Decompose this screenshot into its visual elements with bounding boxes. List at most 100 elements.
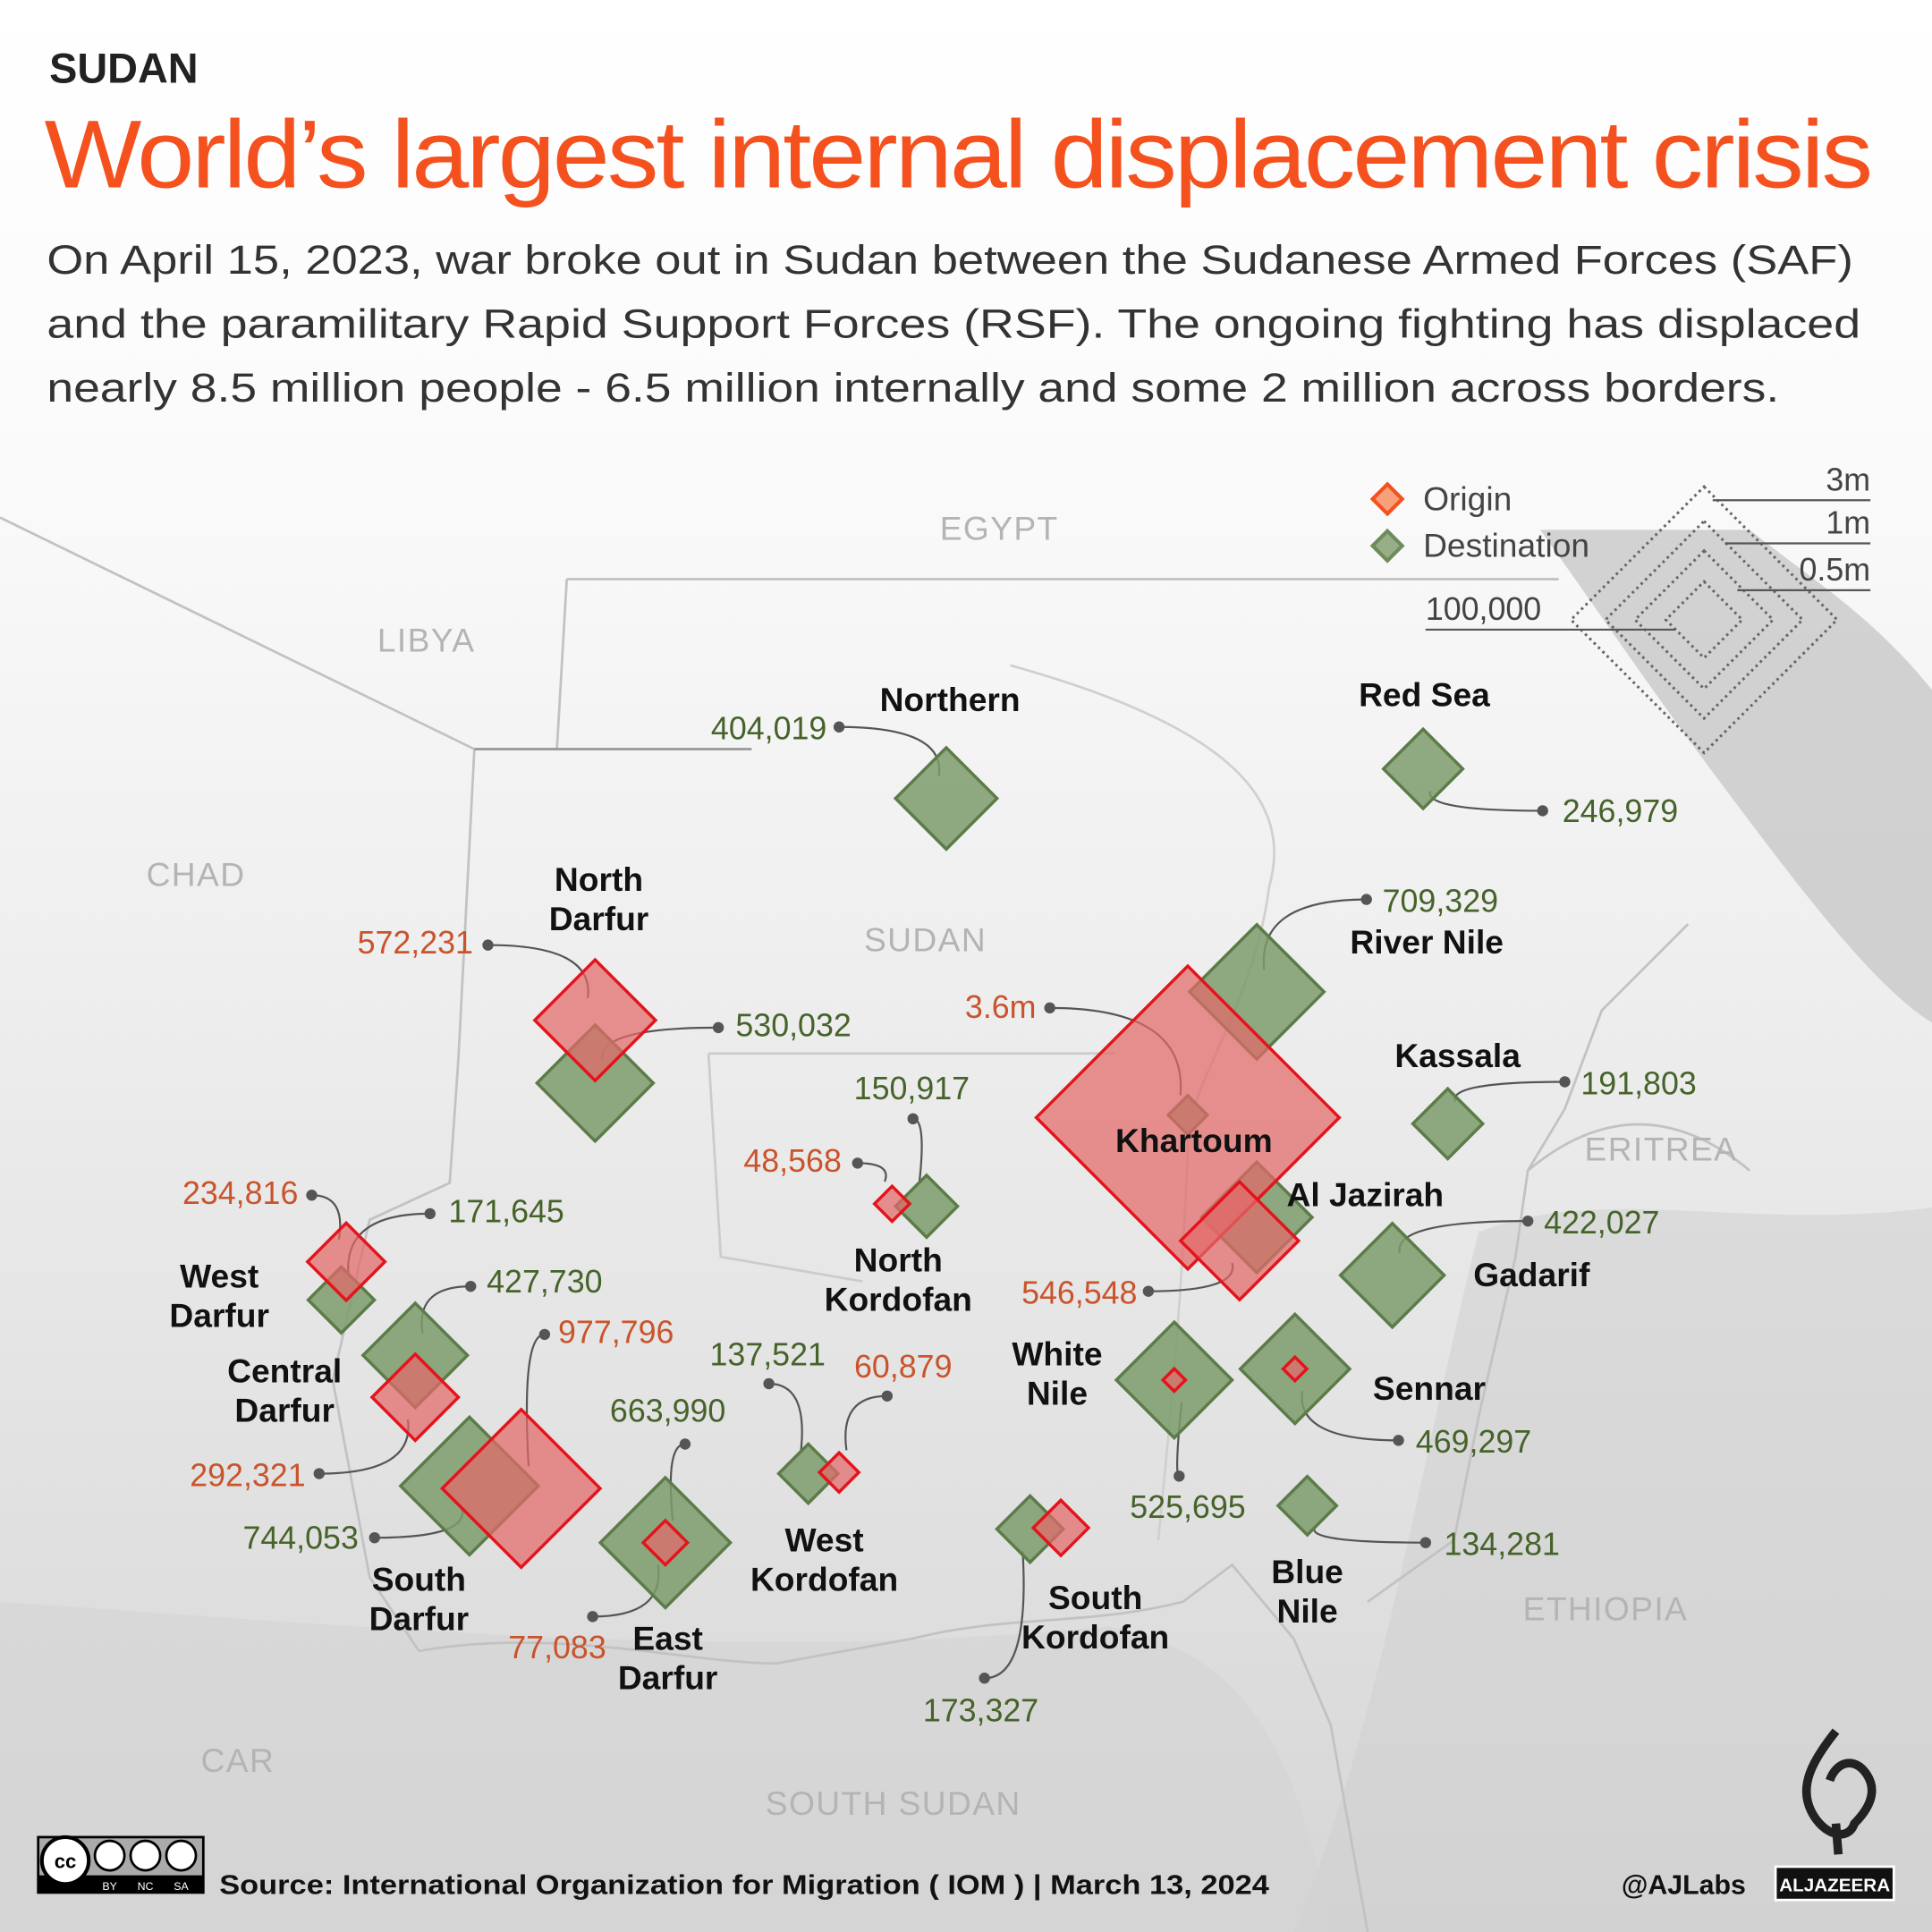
destination-marker-north-darfur[interactable] (534, 1022, 656, 1144)
ajlabs-handle[interactable]: @AJLabs (1622, 1870, 1746, 1900)
region-name-south-kordofan: South Kordofan (1021, 1579, 1169, 1656)
region-name-line: West (784, 1521, 863, 1558)
destination-value-west-darfur: 171,645 (448, 1194, 564, 1230)
region-name-west-kordofan: West Kordofan (750, 1521, 898, 1597)
cc-icon (39, 1835, 91, 1886)
destination-marker-west-darfur[interactable] (306, 1264, 377, 1335)
leader-line (844, 1394, 887, 1451)
sa-icon (165, 1839, 198, 1872)
destination-value-kassala: 191,803 (1580, 1065, 1696, 1101)
leader-line (857, 1162, 887, 1182)
origin-value-al-jazirah: 546,548 (1021, 1275, 1137, 1310)
svg-text:cc: cc (55, 1850, 77, 1872)
origin-marker-north-darfur[interactable] (532, 957, 658, 1083)
region-name-line: Darfur (549, 900, 649, 937)
origin-value-east-darfur: 77,083 (508, 1630, 606, 1665)
destination-value-north-darfur: 530,032 (735, 1008, 851, 1044)
region-name-line: Khartoum (1115, 1122, 1273, 1159)
origin-legend-icon (1369, 481, 1405, 517)
intro-line-1: On April 15, 2023, war broke out in Suda… (47, 237, 1852, 283)
region-name-river-nile: River Nile (1350, 923, 1504, 961)
region-name-line: South (372, 1560, 466, 1597)
destination-value-white-nile: 525,695 (1130, 1489, 1245, 1525)
region-name-line: Darfur (369, 1600, 470, 1638)
destination-value-northern: 404,019 (711, 711, 826, 747)
origin-marker-white-nile[interactable] (1160, 1366, 1188, 1394)
region-name-central-darfur: Central Darfur (227, 1352, 342, 1429)
by-label: BY (102, 1880, 117, 1893)
region-name-east-darfur: East Darfur (618, 1620, 718, 1697)
region-name-line: Al Jazirah (1286, 1176, 1444, 1214)
region-name-line: Nile (1276, 1592, 1337, 1630)
origin-marker-east-darfur[interactable] (640, 1518, 691, 1567)
origin-marker-south-kordofan[interactable] (1030, 1497, 1091, 1558)
legend: Origin Destination 3m 1m 0.5m 100,000 (1369, 462, 1871, 755)
border-ethiopia (1367, 923, 1690, 1603)
destination-value-gadarif: 422,027 (1544, 1205, 1659, 1241)
map-base (0, 516, 1932, 1932)
country-label-eritrea: ERITREA (1585, 1131, 1738, 1168)
region-name-line: Darfur (234, 1392, 335, 1429)
destination-marker-north-kordofan[interactable] (893, 1173, 961, 1240)
origin-value-central-darfur: 292,321 (190, 1457, 305, 1493)
border-chad (331, 749, 476, 1652)
region-name-line: White (1012, 1335, 1102, 1372)
region-name-line: Kordofan (750, 1560, 898, 1597)
destination-value-south-darfur: 744,053 (242, 1521, 358, 1556)
destination-value-sennar: 469,297 (1416, 1424, 1531, 1460)
region-name-line: Kassala (1394, 1037, 1521, 1074)
country-label-car: CAR (201, 1741, 275, 1779)
page-title: World’s largest internal displacement cr… (45, 100, 1871, 208)
country-label-south-sudan: SOUTH SUDAN (766, 1784, 1021, 1822)
origin-value-north-darfur: 572,231 (358, 925, 473, 961)
country-labels: EGYPT LIBYA CHAD SUDAN ERITREA ETHIOPIA CAR SOU… (147, 509, 1738, 1822)
destination-marker-gadarif[interactable] (1338, 1221, 1447, 1330)
scale-label: 0.5m (1800, 552, 1871, 588)
scale-diamond (1664, 580, 1745, 660)
region-name-khartoum: Khartoum (1115, 1122, 1273, 1159)
origin-value-north-kordofan: 48,568 (743, 1143, 842, 1179)
destination-value-west-kordofan: 137,521 (710, 1336, 826, 1372)
region-name-north-darfur: North Darfur (549, 860, 649, 937)
country-label-egypt: EGYPT (940, 509, 1059, 547)
origin-value-west-darfur: 234,816 (182, 1175, 298, 1211)
destination-legend-label: Destination (1423, 527, 1589, 564)
ethiopia-highlands (1293, 1208, 1932, 1932)
destination-marker-northern[interactable] (893, 745, 1000, 852)
region-name-north-kordofan: North Kordofan (825, 1241, 972, 1318)
origin-marker-al-jazirah[interactable] (1178, 1179, 1301, 1302)
origin-marker-west-darfur[interactable] (305, 1220, 387, 1303)
origin-marker-south-darfur[interactable] (439, 1407, 603, 1570)
region-name-red-sea: Red Sea (1359, 675, 1490, 713)
cc-license-badge[interactable]: cc BY NC SA (37, 1835, 205, 1894)
scale-label: 1m (1826, 504, 1870, 540)
destination-marker-kassala[interactable] (1411, 1086, 1486, 1161)
border-south-sudan (419, 1563, 1369, 1932)
aljazeera-calligraphy-icon (1801, 1728, 1877, 1855)
region-name-line: Kordofan (1021, 1618, 1169, 1656)
country-label-sudan: SUDAN (864, 920, 987, 958)
border-eritrea (1527, 1123, 1751, 1172)
region-name-west-darfur: West Darfur (169, 1258, 269, 1335)
region-name-line: East (632, 1620, 703, 1657)
region-name-line: Darfur (169, 1297, 269, 1335)
regions: Northern 404,019 Red Sea 246,979 River Nile 7… (169, 675, 1696, 1728)
scale-label: 3m (1826, 462, 1870, 497)
destination-marker-red-sea[interactable] (1381, 726, 1465, 811)
leader-line (984, 1551, 1025, 1680)
region-name-line: Sennar (1373, 1369, 1486, 1407)
aljazeera-logo: ALJAZEERA (1774, 1728, 1895, 1902)
scale-diamond (1569, 484, 1840, 755)
origin-marker-north-kordofan[interactable] (872, 1183, 912, 1224)
origin-marker-khartoum[interactable] (1034, 963, 1342, 1272)
origin-marker-central-darfur[interactable] (369, 1352, 461, 1443)
destination-marker-blue-nile[interactable] (1275, 1474, 1339, 1538)
intro-line-3: nearly 8.5 million people - 6.5 million … (47, 365, 1779, 411)
region-name-kassala: Kassala (1394, 1037, 1521, 1074)
origin-marker-west-kordofan[interactable] (817, 1450, 861, 1495)
destination-value-central-darfur: 427,730 (487, 1264, 602, 1300)
north-kordofan-boundary (707, 1052, 1115, 1284)
origin-marker-sennar[interactable] (1281, 1354, 1309, 1384)
country-label-libya: LIBYA (377, 622, 476, 659)
region-name-northern: Northern (880, 681, 1021, 718)
